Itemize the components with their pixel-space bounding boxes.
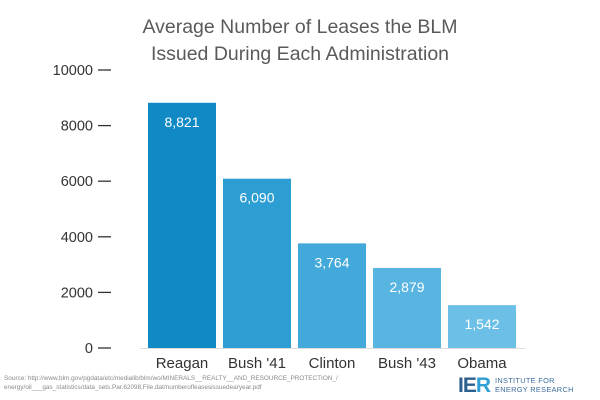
bar-value-label: 2,879 (389, 279, 424, 295)
chart-title: Average Number of Leases the BLM Issued … (0, 14, 600, 68)
y-tick-label: 10000 (53, 63, 93, 79)
x-category-label: Reagan (156, 355, 209, 372)
bar-value-label: 6,090 (239, 190, 274, 206)
logo-mark: IER (458, 374, 491, 397)
bar (373, 267, 441, 348)
x-category-label: Bush '41 (228, 355, 286, 372)
y-tick-label: 8000 (61, 119, 93, 135)
source-line-2: energy/oil___gas_statistics/data_sets.Pa… (4, 384, 262, 391)
y-tick-label: 4000 (61, 230, 93, 246)
bar (148, 102, 216, 348)
chart-title-line-2: Issued During Each Administration (150, 43, 450, 65)
y-tick-label: 6000 (61, 174, 93, 190)
x-category-label: Obama (457, 355, 507, 372)
bar (448, 305, 516, 348)
ier-logo: IER INSTITUTE FOR ENERGY RESEARCH (458, 374, 574, 397)
bar-value-label: 1,542 (464, 316, 499, 332)
y-tick-label: 0 (85, 341, 93, 357)
bar-value-label: 8,821 (164, 114, 199, 130)
source-line-1: Source: http://www.blm.gov/pgdata/etc/me… (4, 375, 338, 382)
bar (298, 243, 366, 348)
bar-value-label: 3,764 (314, 254, 349, 270)
bar (223, 178, 291, 348)
logo-name: INSTITUTE FOR ENERGY RESEARCH (495, 376, 574, 394)
chart-title-line-1: Average Number of Leases the BLM (142, 16, 458, 38)
source-note: Source: http://www.blm.gov/pgdata/etc/me… (4, 374, 444, 392)
y-tick-label: 2000 (61, 285, 93, 301)
x-category-label: Bush '43 (378, 355, 436, 372)
x-category-label: Clinton (309, 355, 356, 372)
